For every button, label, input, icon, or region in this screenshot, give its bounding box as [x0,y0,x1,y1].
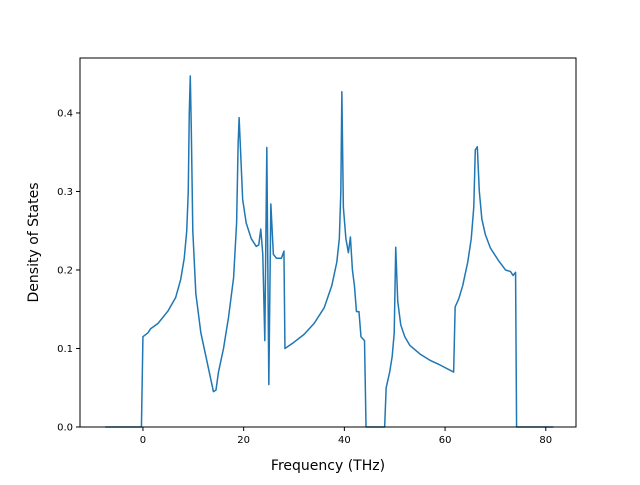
y-axis-label: Density of States [26,183,42,303]
x-tick-label: 20 [237,435,250,446]
y-tick-label: 0.0 [57,423,73,434]
y-axis-ticks: 0.0 0.1 0.2 0.3 0.4 [57,108,80,434]
x-tick-label: 80 [539,435,552,446]
axes-frame [79,57,577,428]
x-tick-label: 60 [439,435,452,446]
y-tick-label: 0.1 [57,344,73,355]
dos-series-line-0 [105,75,554,428]
x-tick-label: 40 [338,435,351,446]
y-tick-label: 0.3 [57,187,73,198]
x-tick-label: 0 [140,435,146,446]
x-axis-label: Frequency (THz) [271,458,385,474]
y-tick-label: 0.4 [57,108,73,119]
x-axis-ticks: 0 20 40 60 80 [140,427,552,446]
plot-area [105,75,554,428]
y-tick-label: 0.2 [57,265,73,276]
